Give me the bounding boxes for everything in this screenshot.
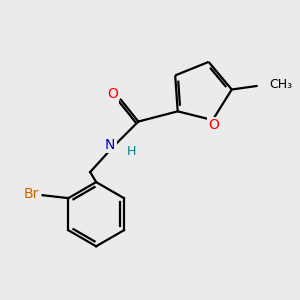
Text: O: O xyxy=(209,118,220,132)
Text: H: H xyxy=(127,145,136,158)
Text: Br: Br xyxy=(24,187,39,201)
Text: CH₃: CH₃ xyxy=(270,78,293,91)
Text: N: N xyxy=(105,138,115,152)
Text: O: O xyxy=(107,87,118,101)
